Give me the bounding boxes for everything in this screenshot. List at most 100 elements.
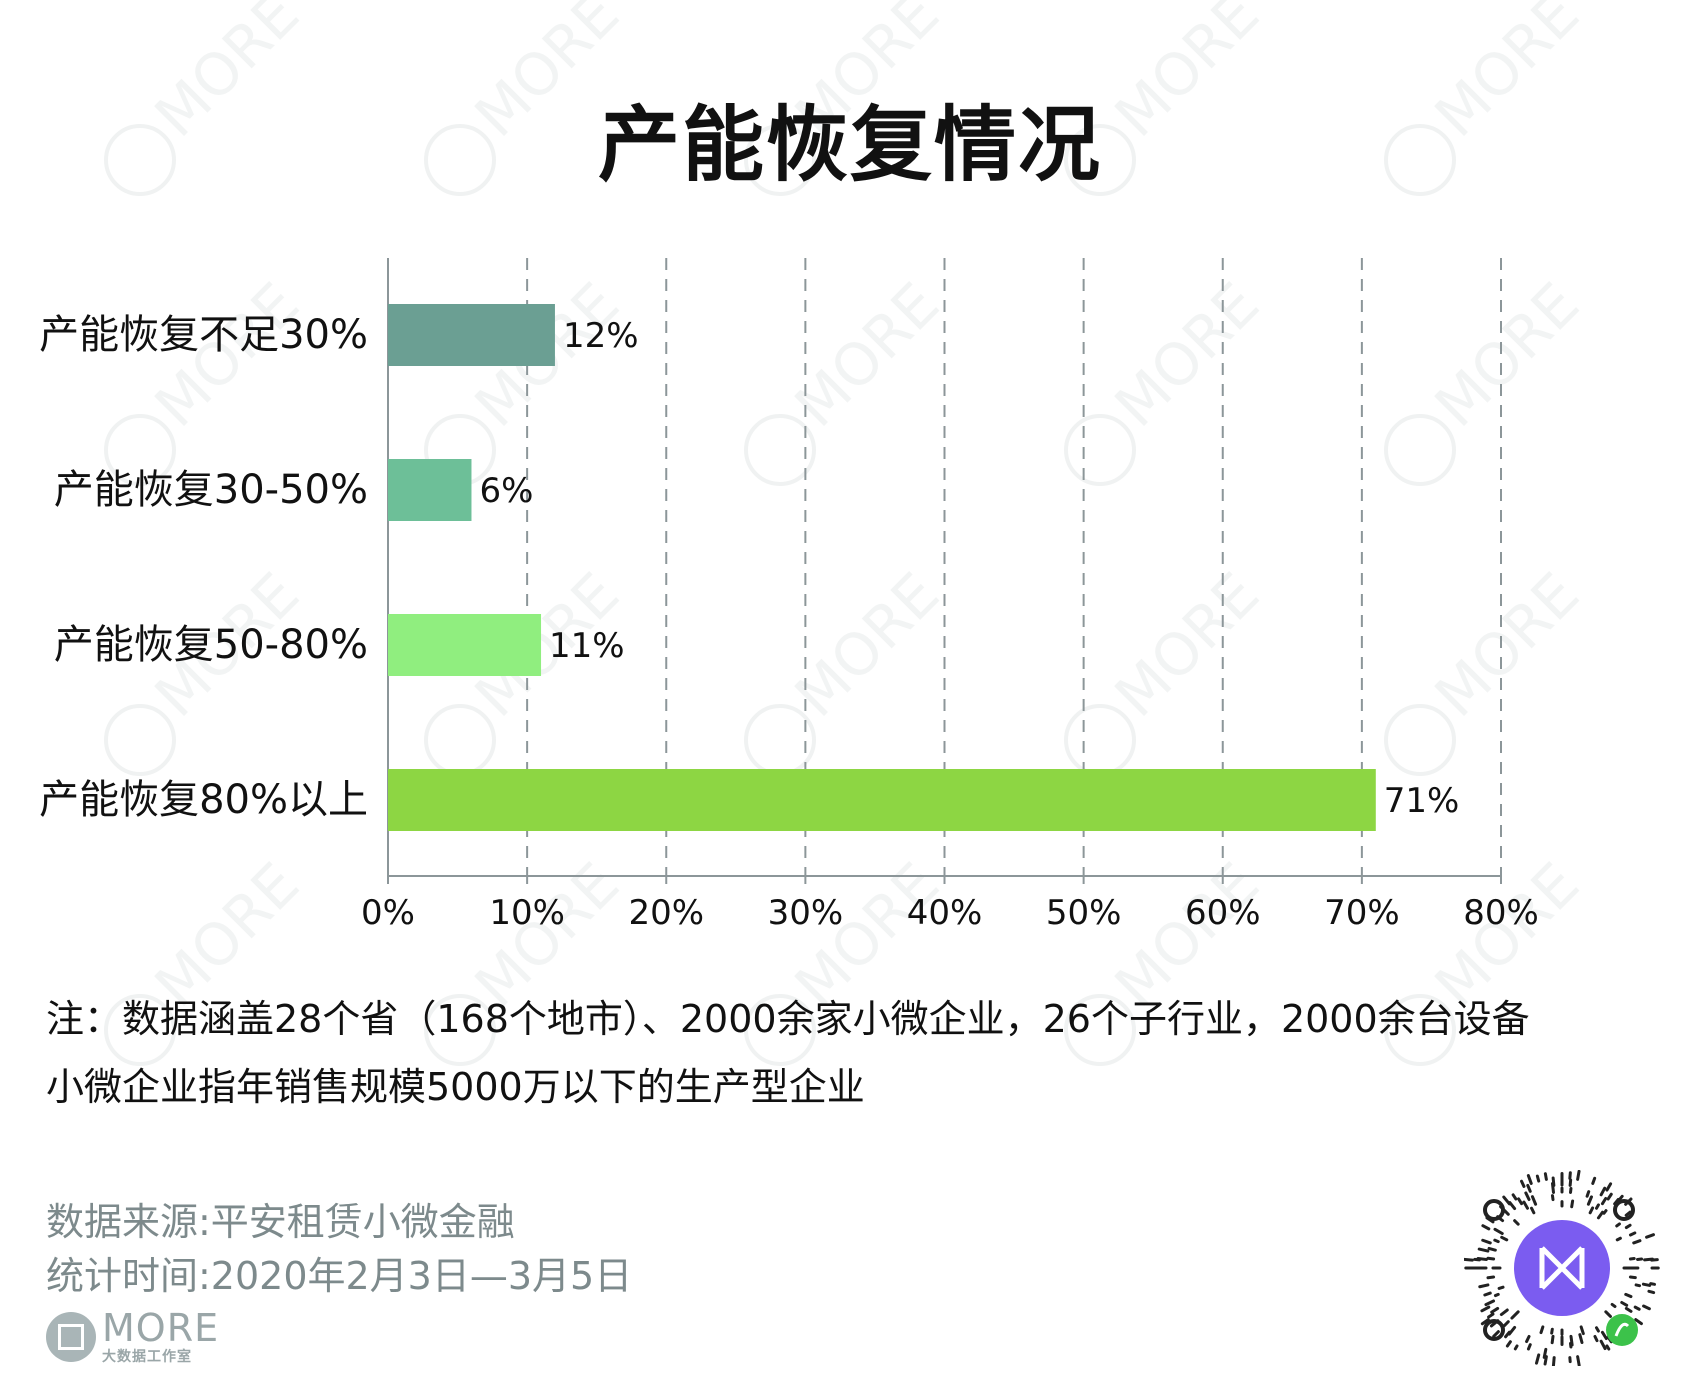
qr-mark [1487, 1312, 1495, 1319]
x-tick-label: 70% [1324, 893, 1400, 933]
category-label: 产能恢复30-50% [54, 467, 368, 513]
qr-mark [1500, 1235, 1509, 1242]
qr-mark [1513, 1219, 1520, 1226]
qr-mark [1632, 1239, 1642, 1245]
qr-mark [1647, 1289, 1656, 1295]
bar [388, 459, 472, 521]
qr-mark [1502, 1208, 1510, 1216]
watermark-text: MORE [782, 560, 952, 730]
more-logo-icon [46, 1312, 96, 1362]
watermark-logo-icon [1064, 704, 1136, 776]
watermark-text: MORE [782, 270, 952, 440]
qr-mark [1600, 1330, 1608, 1341]
qr-mark [1504, 1330, 1511, 1339]
qr-mark [1615, 1222, 1621, 1228]
mini-program-badge-icon [1606, 1314, 1638, 1346]
qr-mark [1641, 1282, 1652, 1287]
qr-mark [1615, 1236, 1622, 1242]
qr-mark [1493, 1238, 1500, 1244]
watermark-text: MORE [1102, 560, 1272, 730]
qr-mark [1530, 1206, 1536, 1215]
qr-mark [1620, 1301, 1629, 1307]
qr-mark [1586, 1195, 1593, 1206]
logo-subtitle: 大数据工作室 [102, 1349, 192, 1365]
qr-mark [1551, 1176, 1556, 1187]
data-label: 11% [549, 626, 625, 666]
qr-mark [1634, 1283, 1642, 1288]
qr-mark [1487, 1246, 1497, 1252]
watermark-text: MORE [1422, 270, 1592, 440]
qr-mark [1568, 1178, 1573, 1187]
qr-mark [1484, 1299, 1496, 1307]
qr-mark [1497, 1285, 1505, 1290]
watermark-logo-icon [104, 704, 176, 776]
qr-finder-mark [1483, 1199, 1505, 1221]
qr-mark [1502, 1320, 1510, 1328]
watermark-logo-icon [744, 704, 816, 776]
qr-mark [1579, 1325, 1585, 1336]
qr-mark [1522, 1200, 1529, 1210]
qr-mark [1593, 1334, 1599, 1343]
qr-mark [1493, 1227, 1504, 1235]
data-label: 6% [479, 471, 533, 511]
watermark-logo-icon [104, 414, 176, 486]
chart-title: 产能恢复情况 [597, 98, 1102, 193]
stat-period: 统计时间:2020年2月3日—3月5日 [46, 1254, 633, 1298]
qr-mark [1526, 1343, 1532, 1351]
qr-mark [1602, 1209, 1608, 1215]
qr-mark [1645, 1233, 1655, 1239]
qr-mark [1543, 1172, 1548, 1181]
qr-mark [1502, 1195, 1511, 1206]
qr-mark [1493, 1292, 1500, 1298]
qr-mark [1486, 1275, 1496, 1280]
qr-mark [1605, 1344, 1611, 1351]
notes: 注：数据涵盖28个省（168个地市）、2000余家小微企业，26个子行业，200… [46, 985, 1530, 1121]
qr-mark [1628, 1231, 1637, 1237]
qr-mark [1595, 1326, 1600, 1333]
qr-mark [1480, 1305, 1491, 1313]
qr-mark [1550, 1194, 1555, 1202]
mini-program-qr-code[interactable] [1464, 1170, 1660, 1366]
watermark-logo-icon [1384, 414, 1456, 486]
watermark-logo-icon [104, 124, 176, 196]
qr-mark [1477, 1247, 1490, 1253]
bar [388, 304, 555, 366]
qr-mark [1539, 1325, 1545, 1335]
qr-mark [1570, 1199, 1575, 1209]
qr-mark [1588, 1206, 1595, 1215]
x-tick-label: 30% [768, 893, 844, 933]
qr-mark [1543, 1355, 1548, 1366]
watermark-logo-icon [424, 124, 496, 196]
qr-mark [1511, 1193, 1518, 1201]
watermark-logo-icon [1064, 994, 1136, 1066]
watermark-text: MORE [1102, 270, 1272, 440]
qr-mark [1464, 1257, 1474, 1262]
qr-mark [1585, 1190, 1591, 1198]
qr-mark [1483, 1291, 1492, 1297]
watermark-logo-icon [1384, 704, 1456, 776]
qr-mark [1520, 1179, 1526, 1188]
x-tick-label: 40% [907, 893, 983, 933]
qr-finder-mark [1613, 1199, 1635, 1221]
qr-mark [1535, 1174, 1541, 1183]
x-tick-label: 60% [1185, 893, 1261, 933]
qr-mark [1524, 1191, 1531, 1202]
watermark-logo-icon [104, 994, 176, 1066]
qr-mark [1542, 1347, 1548, 1359]
bar [388, 769, 1376, 831]
watermark-logo-icon [744, 124, 816, 196]
qr-mark [1481, 1238, 1492, 1245]
watermark-logo-icon [1384, 124, 1456, 196]
qr-mark [1633, 1305, 1641, 1311]
qr-mark [1649, 1282, 1657, 1286]
qr-mark [1505, 1340, 1512, 1348]
qr-mark [1551, 1356, 1556, 1366]
qr-mark [1499, 1308, 1509, 1317]
qr-mark [1513, 1344, 1519, 1351]
qr-mark [1576, 1170, 1581, 1181]
category-label: 产能恢复不足30% [39, 312, 368, 358]
qr-mark [1526, 1183, 1532, 1193]
qr-mark [1624, 1223, 1632, 1230]
qr-mark [1634, 1318, 1643, 1326]
qr-mark [1550, 1327, 1554, 1335]
